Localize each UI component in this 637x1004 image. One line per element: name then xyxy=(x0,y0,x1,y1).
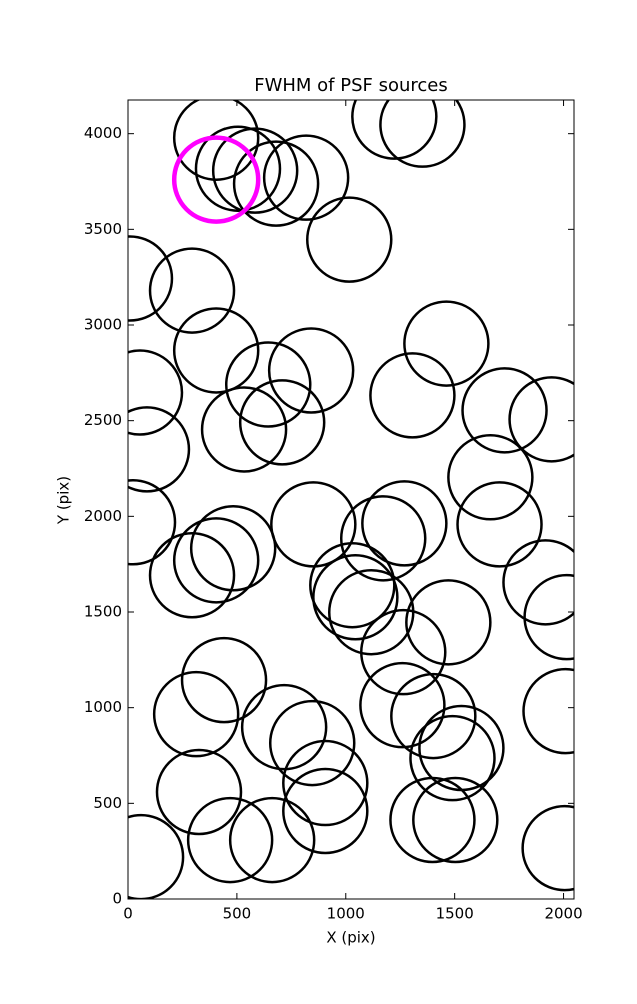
x-tick-label: 2000 xyxy=(544,905,582,923)
source-marker xyxy=(523,573,574,661)
source-marker xyxy=(360,608,447,696)
source-marker xyxy=(186,796,274,884)
y-tick-label: 0 xyxy=(112,890,122,908)
source-marker xyxy=(268,699,356,787)
source-marker xyxy=(312,554,399,641)
source-marker xyxy=(361,480,448,567)
source-marker xyxy=(128,349,184,436)
source-marker xyxy=(328,568,415,656)
source-marker xyxy=(267,327,355,414)
source-marker xyxy=(211,127,299,214)
y-tick-label: 3500 xyxy=(84,220,122,238)
source-marker xyxy=(172,307,260,394)
source-marker xyxy=(232,140,320,227)
source-marker xyxy=(339,495,427,582)
source-marker xyxy=(508,376,574,463)
x-axis-label: X (pix) xyxy=(326,929,375,947)
source-marker xyxy=(309,541,396,629)
source-marker xyxy=(389,776,476,864)
source-marker xyxy=(306,196,393,283)
source-marker xyxy=(148,532,236,619)
source-marker xyxy=(152,670,240,758)
source-marker xyxy=(228,796,316,884)
source-marker xyxy=(270,481,357,568)
source-marker xyxy=(189,505,277,592)
source-marker xyxy=(282,739,369,827)
source-marker xyxy=(180,636,268,724)
source-marker xyxy=(447,434,534,521)
source-marker xyxy=(200,386,288,473)
plot-frame xyxy=(127,99,575,900)
x-tick-label: 1000 xyxy=(327,905,365,923)
source-marker xyxy=(359,661,446,749)
y-tick-label: 3000 xyxy=(84,316,122,334)
source-marker xyxy=(379,100,466,168)
y-tick-label: 2000 xyxy=(84,507,122,525)
source-marker xyxy=(405,579,492,666)
source-marker xyxy=(128,813,185,899)
source-marker xyxy=(502,539,574,626)
source-marker xyxy=(282,767,369,855)
source-marker xyxy=(461,367,548,454)
source-marker xyxy=(238,379,326,466)
source-marker xyxy=(172,517,260,604)
source-marker xyxy=(148,247,236,334)
plot-area xyxy=(128,100,574,899)
source-marker xyxy=(128,235,174,322)
source-marker xyxy=(403,300,490,387)
source-marker xyxy=(412,776,499,864)
source-marker xyxy=(390,672,477,760)
x-tick-label: 500 xyxy=(223,905,252,923)
source-marker xyxy=(522,667,574,755)
x-tick-label: 1500 xyxy=(436,905,474,923)
source-marker xyxy=(171,135,261,224)
source-marker xyxy=(155,748,243,836)
source-marker xyxy=(172,100,260,181)
y-tick-label: 1000 xyxy=(84,698,122,716)
source-marker xyxy=(456,481,543,568)
source-marker xyxy=(194,125,282,212)
source-marker xyxy=(224,341,312,428)
y-tick-label: 4000 xyxy=(84,124,122,142)
y-tick-label: 2500 xyxy=(84,411,122,429)
source-marker xyxy=(351,100,438,160)
source-marker xyxy=(128,479,177,566)
source-marker xyxy=(369,352,456,439)
source-marker xyxy=(240,683,328,771)
y-tick-label: 500 xyxy=(93,794,122,812)
source-marker xyxy=(128,406,191,493)
source-marker xyxy=(409,714,496,802)
y-tick-label: 1500 xyxy=(84,603,122,621)
y-axis-label: Y (pix) xyxy=(55,476,73,525)
source-marker xyxy=(262,134,350,221)
source-marker xyxy=(521,804,574,892)
x-tick-label: 0 xyxy=(123,905,133,923)
chart-title: FWHM of PSF sources xyxy=(254,75,448,96)
